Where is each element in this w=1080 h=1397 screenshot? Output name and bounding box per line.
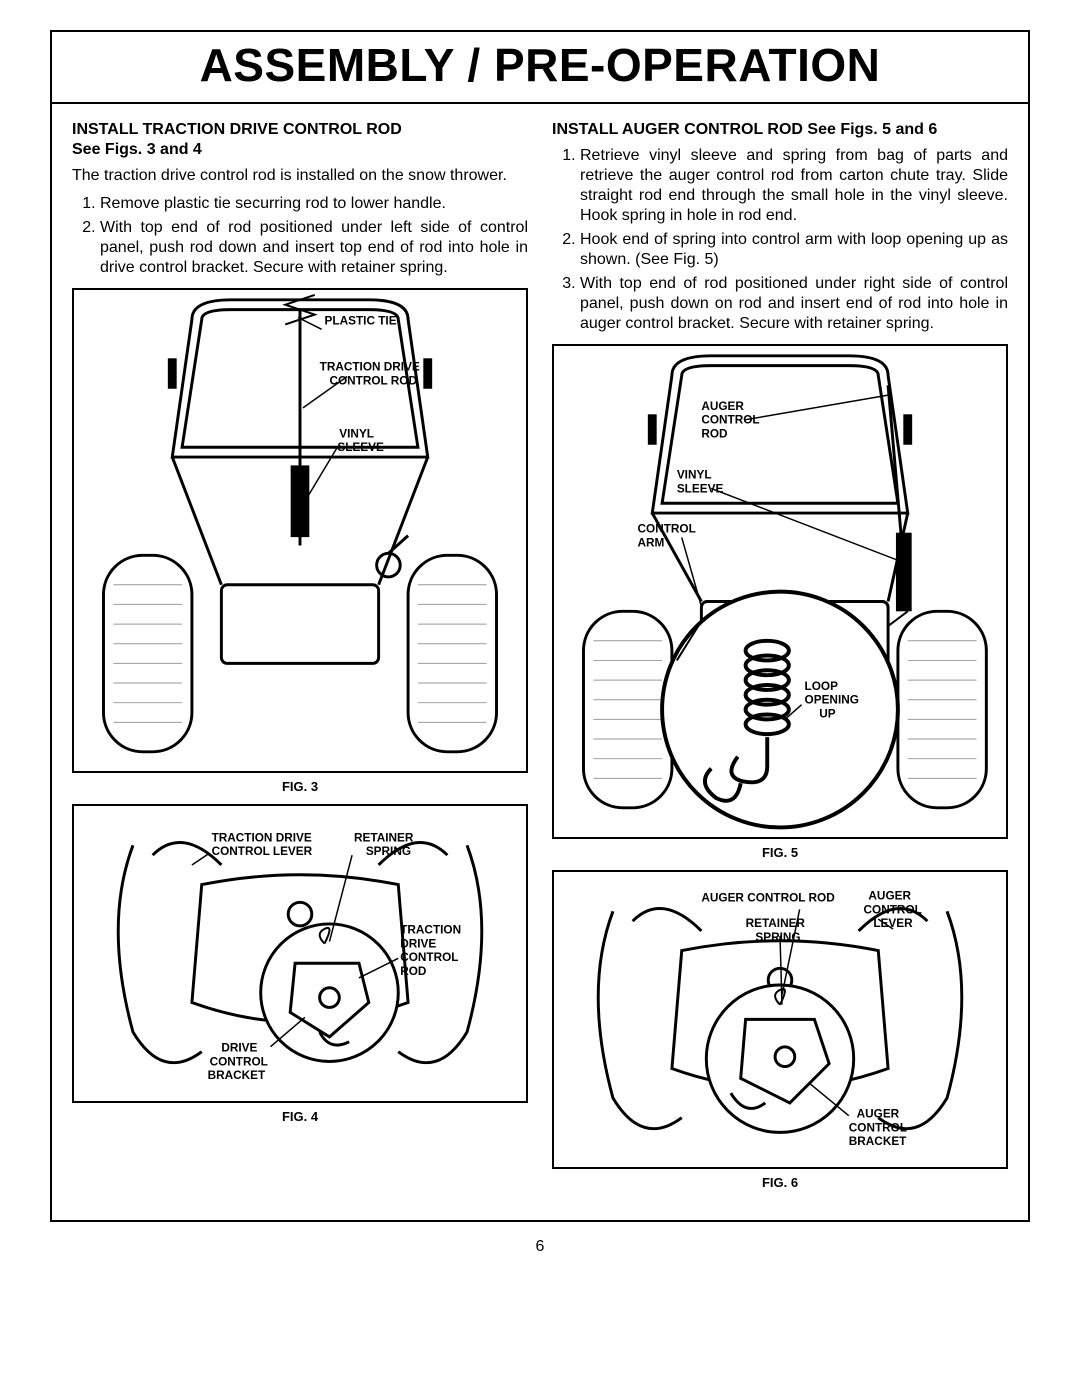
right-column: INSTALL AUGER CONTROL ROD See Figs. 5 an… (552, 116, 1008, 1200)
right-step-1: Retrieve vinyl sleeve and spring from ba… (580, 146, 1008, 226)
fig4-label-bracket-3: BRACKET (208, 1070, 266, 1083)
page-number: 6 (50, 1238, 1030, 1256)
fig6-label-bracket-2: CONTROL (849, 1122, 907, 1135)
fig5-label-vinyl-1: VINYL (677, 469, 712, 482)
left-column: INSTALL TRACTION DRIVE CONTROL RODSee Fi… (72, 116, 528, 1200)
figure-4-box: TRACTION DRIVE CONTROL LEVER RETAINER SP… (72, 804, 528, 1103)
left-step-2: With top end of rod positioned under lef… (100, 218, 528, 278)
fig6-caption: FIG. 6 (552, 1175, 1008, 1190)
fig6-label-lever-1: AUGER (868, 890, 911, 903)
fig4-label-retainer-1: RETAINER (354, 832, 414, 845)
left-steps: Remove plastic tie securring rod to lowe… (72, 194, 528, 278)
fig4-label-bracket-1: DRIVE (221, 1042, 257, 1055)
right-step-3: With top end of rod positioned under rig… (580, 274, 1008, 334)
fig5-label-arm-1: CONTROL (638, 523, 696, 536)
fig6-label-rod: AUGER CONTROL ROD (701, 892, 835, 905)
figure-3-box: PLASTIC TIE TRACTION DRIVE CONTROL ROD V… (72, 288, 528, 773)
fig4-label-rod-1: TRACTION (400, 924, 461, 937)
figure-3-svg: PLASTIC TIE TRACTION DRIVE CONTROL ROD V… (74, 290, 526, 771)
fig4-label-rod-3: CONTROL (400, 952, 458, 965)
fig3-caption: FIG. 3 (72, 779, 528, 794)
fig5-label-loop-1: LOOP (805, 680, 839, 693)
fig5-label-arm-2: ARM (638, 536, 665, 549)
fig5-caption: FIG. 5 (552, 845, 1008, 860)
fig3-label-traction-rod-1: TRACTION DRIVE (320, 361, 420, 374)
fig3-label-traction-rod-2: CONTROL ROD (329, 374, 417, 387)
fig6-label-lever-2: CONTROL (864, 904, 922, 917)
page-title: ASSEMBLY / PRE-OPERATION (52, 38, 1028, 92)
fig4-label-rod-4: ROD (400, 965, 427, 978)
figure-5-box: AUGER CONTROL ROD VINYL SLEEVE CONTROL A… (552, 344, 1008, 839)
fig4-label-retainer-2: SPRING (366, 846, 411, 859)
right-heading: INSTALL AUGER CONTROL ROD See Figs. 5 an… (552, 120, 1008, 140)
left-intro: The traction drive control rod is instal… (72, 166, 528, 186)
left-heading: INSTALL TRACTION DRIVE CONTROL RODSee Fi… (72, 120, 528, 160)
figure-4-svg: TRACTION DRIVE CONTROL LEVER RETAINER SP… (74, 806, 526, 1101)
fig5-label-auger-3: ROD (701, 427, 728, 440)
fig3-label-plastic-tie: PLASTIC TIE (325, 314, 397, 327)
right-steps: Retrieve vinyl sleeve and spring from ba… (552, 146, 1008, 334)
fig4-label-rod-2: DRIVE (400, 938, 436, 951)
columns: INSTALL TRACTION DRIVE CONTROL RODSee Fi… (52, 104, 1028, 1220)
fig6-label-lever-3: LEVER (873, 917, 913, 930)
fig4-caption: FIG. 4 (72, 1109, 528, 1124)
right-step-2: Hook end of spring into control arm with… (580, 230, 1008, 270)
fig5-label-loop-3: UP (819, 707, 836, 720)
fig4-label-lever-2: CONTROL LEVER (212, 846, 313, 859)
fig6-label-retainer-1: RETAINER (746, 917, 806, 930)
figure-6-box: AUGER CONTROL ROD AUGER CONTROL LEVER RE… (552, 870, 1008, 1169)
fig6-label-bracket-3: BRACKET (849, 1135, 907, 1148)
fig6-label-bracket-1: AUGER (857, 1108, 900, 1121)
fig3-label-vinyl-2: SLEEVE (337, 441, 384, 454)
fig5-label-vinyl-2: SLEEVE (677, 482, 724, 495)
left-step-1: Remove plastic tie securring rod to lowe… (100, 194, 528, 214)
figure-6-svg: AUGER CONTROL ROD AUGER CONTROL LEVER RE… (554, 872, 1006, 1167)
fig4-label-lever-1: TRACTION DRIVE (212, 832, 312, 845)
fig5-label-loop-2: OPENING (805, 694, 859, 707)
fig4-label-bracket-2: CONTROL (210, 1056, 268, 1069)
fig5-label-auger-2: CONTROL (701, 414, 759, 427)
fig5-label-auger-1: AUGER (701, 400, 744, 413)
figure-5-svg: AUGER CONTROL ROD VINYL SLEEVE CONTROL A… (554, 346, 1006, 837)
fig3-label-vinyl-1: VINYL (339, 427, 374, 440)
fig6-label-retainer-2: SPRING (755, 931, 800, 944)
